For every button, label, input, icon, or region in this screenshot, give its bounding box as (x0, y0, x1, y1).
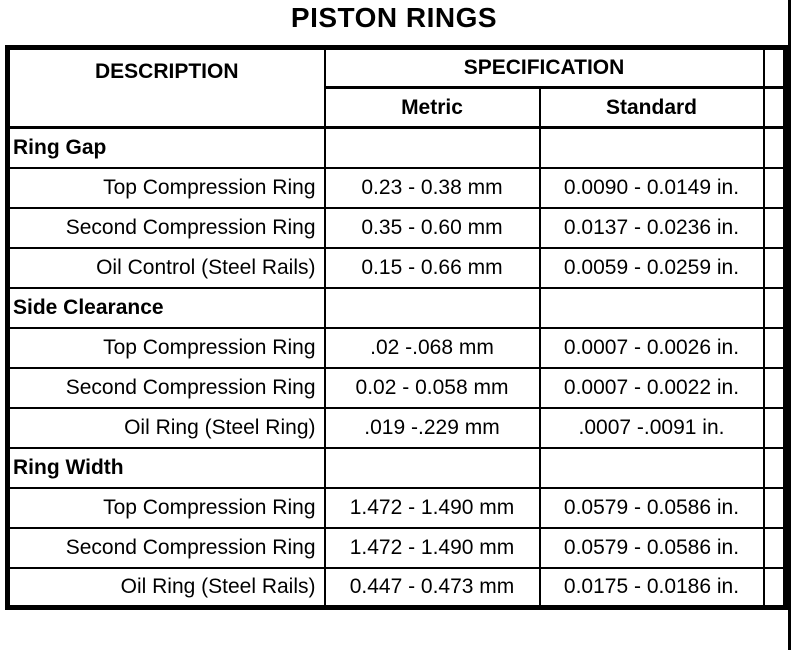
margin-column-cell (762, 406, 787, 449)
standard-value-cell: 0.0175 - 0.0186 in. (538, 566, 765, 609)
margin-column-cell (762, 286, 787, 329)
table-row: Oil Ring (Steel Ring) .019 -.229 mm .000… (6, 406, 787, 449)
description-cell: Second Compression Ring (6, 206, 326, 249)
description-cell: Oil Ring (Steel Rails) (6, 566, 326, 609)
header-row-specification: DESCRIPTION SPECIFICATION (6, 46, 787, 129)
empty-cell (323, 446, 541, 489)
margin-column-cell (762, 486, 787, 529)
standard-value-cell: 0.0007 - 0.0022 in. (538, 366, 765, 409)
table-row: Second Compression Ring 1.472 - 1.490 mm… (6, 526, 787, 569)
standard-value-cell: .0007 -.0091 in. (538, 406, 765, 449)
standard-value-cell: 0.0090 - 0.0149 in. (538, 166, 765, 209)
description-cell: Top Compression Ring (6, 486, 326, 529)
section-header: Ring Gap (6, 126, 326, 169)
description-cell: Second Compression Ring (6, 526, 326, 569)
standard-value-cell: 0.0579 - 0.0586 in. (538, 526, 765, 569)
margin-column-cell (762, 526, 787, 569)
margin-column-cell (762, 206, 787, 249)
margin-column-cell (762, 446, 787, 489)
metric-value-cell: 0.02 - 0.058 mm (323, 366, 541, 409)
table-row: Oil Control (Steel Rails) 0.15 - 0.66 mm… (6, 246, 787, 289)
column-header-specification: SPECIFICATION (323, 46, 765, 89)
margin-column-cell (762, 326, 787, 369)
description-cell: Oil Control (Steel Rails) (6, 246, 326, 289)
table-row: Top Compression Ring 0.23 - 0.38 mm 0.00… (6, 166, 787, 209)
page-title: PISTON RINGS (290, 2, 498, 33)
section-row-ring-width: Ring Width (6, 446, 787, 489)
metric-value-cell: .019 -.229 mm (323, 406, 541, 449)
section-row-ring-gap: Ring Gap (6, 126, 787, 169)
page-edge-line (788, 0, 791, 650)
metric-value-cell: .02 -.068 mm (323, 326, 541, 369)
empty-cell (538, 446, 765, 489)
empty-cell (538, 126, 765, 169)
standard-value-cell: 0.0059 - 0.0259 in. (538, 246, 765, 289)
margin-column-cell (762, 166, 787, 209)
column-header-description: DESCRIPTION (6, 46, 326, 129)
table-row: Oil Ring (Steel Rails) 0.447 - 0.473 mm … (6, 566, 787, 609)
description-cell: Second Compression Ring (6, 366, 326, 409)
standard-value-cell: 0.0007 - 0.0026 in. (538, 326, 765, 369)
description-cell: Oil Ring (Steel Ring) (6, 406, 326, 449)
table-row: Second Compression Ring 0.35 - 0.60 mm 0… (6, 206, 787, 249)
margin-column-cell (762, 566, 787, 609)
standard-value-cell: 0.0137 - 0.0236 in. (538, 206, 765, 249)
section-header: Side Clearance (6, 286, 326, 329)
header-row-units: Metric Standard (8, 86, 787, 129)
metric-value-cell: 0.15 - 0.66 mm (323, 246, 541, 289)
table-row: Top Compression Ring .02 -.068 mm 0.0007… (6, 326, 787, 369)
column-header-metric: Metric (323, 86, 541, 129)
metric-value-cell: 0.23 - 0.38 mm (323, 166, 541, 209)
table-row: Second Compression Ring 0.02 - 0.058 mm … (6, 366, 787, 409)
metric-value-cell: 1.472 - 1.490 mm (323, 486, 541, 529)
section-row-side-clearance: Side Clearance (6, 286, 787, 329)
description-cell: Top Compression Ring (6, 166, 326, 209)
metric-value-cell: 0.447 - 0.473 mm (323, 566, 541, 609)
metric-value-cell: 1.472 - 1.490 mm (323, 526, 541, 569)
margin-column-cell (762, 46, 787, 89)
piston-rings-spec-table: DESCRIPTION SPECIFICATION Metric Standar… (5, 45, 788, 610)
metric-value-cell: 0.35 - 0.60 mm (323, 206, 541, 249)
empty-cell (323, 126, 541, 169)
standard-value-cell: 0.0579 - 0.0586 in. (538, 486, 765, 529)
table-row: Top Compression Ring 1.472 - 1.490 mm 0.… (6, 486, 787, 529)
description-cell: Top Compression Ring (6, 326, 326, 369)
margin-column-cell (762, 126, 787, 169)
empty-cell (323, 286, 541, 329)
margin-column-cell (762, 86, 787, 129)
empty-cell (538, 286, 765, 329)
column-header-standard: Standard (538, 86, 765, 129)
section-header: Ring Width (6, 446, 326, 489)
margin-column-cell (762, 366, 787, 409)
margin-column-cell (762, 246, 787, 289)
